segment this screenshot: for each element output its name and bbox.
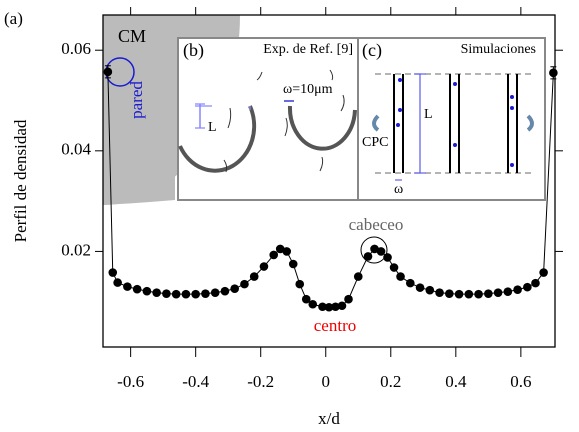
- y-tick-label: 0.06: [61, 39, 91, 58]
- x-tick-label: 0: [321, 372, 330, 391]
- data-point: [220, 286, 230, 296]
- data-point: [108, 268, 118, 277]
- data-point: [344, 294, 353, 304]
- data-point: [513, 285, 522, 294]
- swimmers: [223, 69, 345, 173]
- b-length: [195, 103, 205, 129]
- data-point: [331, 302, 340, 312]
- data-point: [376, 247, 386, 256]
- x-axis-label: x/d: [318, 409, 340, 428]
- data-point: [288, 259, 298, 269]
- data-point: [396, 272, 405, 281]
- data-point: [113, 278, 122, 287]
- y-axis-label: Perfil de densidad: [11, 119, 30, 242]
- data-point: [353, 272, 363, 281]
- data-point: [295, 279, 305, 289]
- inset: (b) Exp. de Ref. [9] L ω=10μm (c) Simula…: [177, 37, 546, 201]
- centro-label: centro: [314, 316, 356, 335]
- inset-c-width: ω: [394, 182, 403, 197]
- data-point: [103, 67, 113, 77]
- data-point: [324, 302, 334, 312]
- data-point: [259, 262, 269, 271]
- data-point: [415, 283, 425, 292]
- data-point: [308, 299, 318, 309]
- data-point: [425, 285, 435, 295]
- x-tick-label: -0.2: [247, 372, 274, 391]
- cm-label: CM: [118, 26, 146, 46]
- data-point: [142, 286, 152, 296]
- x-tick-label: 0.6: [510, 372, 531, 391]
- inset-b-label: (b): [183, 40, 204, 61]
- inset-frame: [177, 37, 546, 201]
- data-point: [474, 289, 483, 299]
- data-point: [249, 272, 259, 281]
- data-point: [503, 287, 513, 296]
- x-tick-label: -0.6: [117, 372, 144, 391]
- data-point: [539, 268, 548, 277]
- data-point: [123, 282, 132, 291]
- y-tick-label: 0.02: [61, 240, 91, 259]
- x-tick-label: 0.2: [380, 372, 401, 391]
- data-point: [230, 284, 239, 293]
- data-point: [275, 244, 285, 254]
- c-filaments: [393, 74, 518, 173]
- data-point: [132, 284, 142, 294]
- data-point: [201, 289, 210, 298]
- data-point: [549, 68, 558, 78]
- x-tick-label: 0.4: [445, 372, 467, 391]
- pared-label: pared: [127, 81, 146, 119]
- data-point: [337, 301, 347, 311]
- data-point: [363, 252, 373, 261]
- data-point: [464, 289, 474, 299]
- inset-b-title: Exp. de Ref. [9]: [263, 42, 353, 57]
- inset-c-cpc: CPC: [362, 135, 388, 150]
- x-tick-label: -0.4: [182, 372, 209, 391]
- inset-b-length: L: [208, 120, 217, 135]
- data-point: [282, 247, 292, 256]
- data-point: [210, 288, 220, 297]
- data-point: [301, 294, 311, 304]
- c-dots: [396, 78, 514, 167]
- c-markers: [395, 73, 426, 181]
- plot-frame: [102, 14, 556, 348]
- data-point: [162, 289, 171, 298]
- data-point: [383, 253, 392, 262]
- peak-circle: [360, 236, 388, 264]
- data-point: [405, 278, 415, 288]
- inset-c-label: (c): [362, 40, 382, 61]
- data-point: [240, 279, 249, 289]
- channel: [178, 105, 357, 173]
- data-point: [445, 289, 454, 298]
- y-tick-label: 0.04: [61, 140, 91, 159]
- data-point: [318, 302, 327, 312]
- data-point: [493, 288, 503, 297]
- inset-b-width: ω=10μm: [283, 82, 333, 97]
- data-point: [531, 278, 540, 288]
- data-point: [389, 263, 399, 272]
- data-point: [191, 289, 200, 299]
- rotation-arrows: [372, 114, 534, 132]
- panel-label: (a): [4, 9, 23, 28]
- data-point: [181, 289, 191, 299]
- data-point: [152, 288, 161, 297]
- data-point: [370, 244, 379, 254]
- data-point: [454, 289, 464, 299]
- data-point: [484, 289, 493, 298]
- data-point: [435, 288, 444, 297]
- cabeceo-label: cabeceo: [349, 215, 404, 234]
- inset-c-length: L: [424, 107, 433, 122]
- data-point: [523, 282, 532, 292]
- data-point: [171, 289, 181, 299]
- data-point: [269, 250, 279, 260]
- inset-c-title: Simulaciones: [461, 42, 536, 57]
